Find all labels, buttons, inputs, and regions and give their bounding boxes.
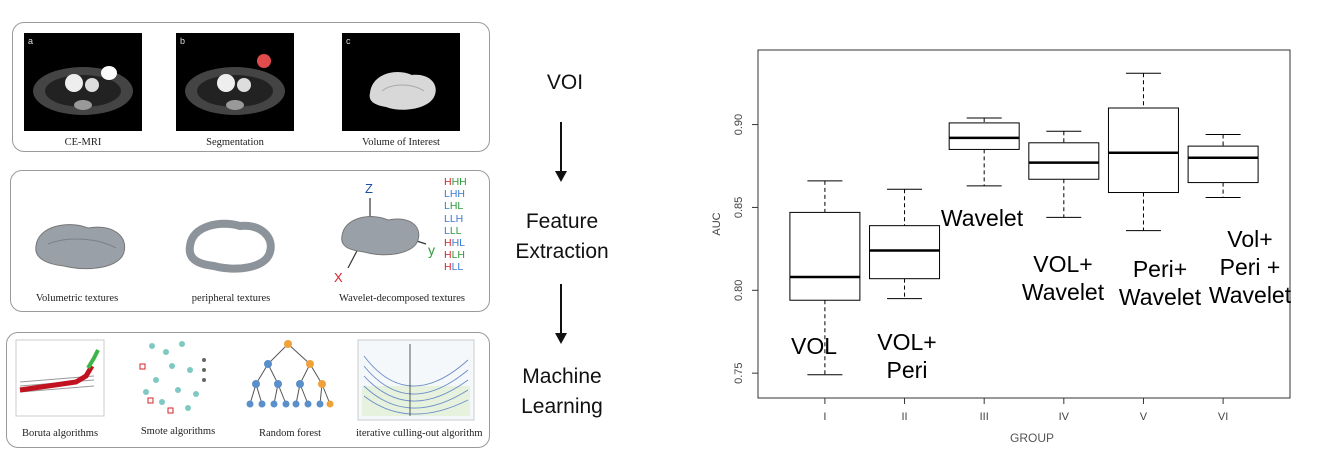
caption-random-forest: Random forest (240, 428, 340, 439)
y-tick-label: 0.90 (733, 114, 745, 135)
x-tick-label: II (901, 411, 907, 423)
box-iqr (949, 123, 1019, 150)
random-forest-thumb (244, 336, 334, 420)
group-annotation-line: Vol+ (1227, 226, 1272, 252)
group-annotation-line: Peri + (1220, 254, 1281, 280)
panel-letter-a: a (28, 36, 33, 46)
stage-voi-text: VOI (547, 71, 583, 94)
group-annotation: Vol+ Peri + Wavelet (1209, 226, 1292, 308)
culling-plot-thumb (356, 336, 476, 422)
caption-volumetric-textures: Volumetric textures (22, 293, 132, 304)
group-annotation: VOL+ Peri (877, 329, 936, 383)
caption-boruta: Boruta algorithms (6, 428, 114, 439)
wavelet-band-lhh: LHH (444, 188, 467, 200)
wavelet-band-hhl: HHL (444, 237, 467, 249)
axis-label-x: X (334, 270, 343, 285)
y-axis-label: AUC (711, 212, 723, 235)
caption-voi: Volume of Interest (342, 137, 460, 148)
texture-peripheral-shape (180, 210, 280, 276)
stage-label-voi: VOI (520, 68, 610, 98)
group-annotation-line: VOL (791, 333, 837, 359)
box-iqr (790, 212, 860, 300)
group-annotation: VOL+ Wavelet (1022, 251, 1105, 305)
box-iqr (1108, 108, 1178, 193)
y-tick-label: 0.75 (733, 362, 745, 383)
group-annotation-line: Peri+ (1133, 256, 1187, 282)
x-tick-label: VI (1218, 411, 1228, 423)
group-annotation-line: Wavelet (1119, 284, 1202, 310)
group-annotation-line: VOL+ (1033, 251, 1092, 277)
voi-drawing (342, 33, 460, 131)
wavelet-band-list: HHH LHH LHL LLH LLL HHL HLH HLL (444, 176, 467, 274)
caption-peripheral-textures: peripheral textures (176, 293, 286, 304)
stage-feature-line1: Feature (500, 207, 624, 237)
axis-label-y: y (428, 242, 435, 258)
group-annotation: Peri+ Wavelet (1119, 256, 1202, 310)
wavelet-band-hlh: HLH (444, 249, 467, 261)
arrow-feature-to-ml (560, 284, 562, 342)
wavelet-band-hll: HLL (444, 261, 467, 273)
stage-ml-line2: Learning (500, 392, 624, 422)
x-tick-label: V (1140, 411, 1148, 423)
mri-image-ce (24, 33, 142, 131)
box-iqr (870, 226, 940, 279)
axis-label-z: Z (365, 181, 373, 196)
texture-wavelet-shape (330, 180, 450, 284)
stage-feature-line2: Extraction (500, 237, 624, 267)
group-annotation: Wavelet (941, 205, 1024, 231)
mri-image-voi (342, 33, 460, 131)
mri-ce-drawing (24, 33, 142, 131)
panel-letter-b: b (180, 36, 185, 46)
stage-label-feature-extraction: Feature Extraction (500, 207, 624, 267)
mri-seg-drawing (176, 33, 294, 131)
group-annotation-line: Peri (887, 357, 928, 383)
mri-image-segmentation (176, 33, 294, 131)
panel-letter-c: c (346, 36, 351, 46)
x-axis-label: GROUP (1010, 431, 1054, 445)
box-iqr (1029, 143, 1099, 179)
arrow-voi-to-feature (560, 122, 562, 180)
y-tick-label: 0.80 (733, 280, 745, 301)
caption-segmentation: Segmentation (176, 137, 294, 148)
caption-ce-mri: CE-MRI (24, 137, 142, 148)
boruta-plot-thumb (14, 336, 106, 420)
group-annotation-line: VOL+ (877, 329, 936, 355)
group-annotation-line: Wavelet (941, 205, 1024, 231)
caption-smote: Smote algorithms (126, 426, 230, 437)
wavelet-band-lhl: LHL (444, 200, 467, 212)
wavelet-band-hhh: HHH (444, 176, 467, 188)
stage-label-machine-learning: Machine Learning (500, 362, 624, 422)
group-annotation: VOL (791, 333, 837, 359)
y-tick-label: 0.85 (733, 197, 745, 218)
texture-volumetric-shape (28, 206, 138, 276)
caption-wavelet-textures: Wavelet-decomposed textures (322, 293, 482, 304)
box-iqr (1188, 146, 1258, 182)
smote-plot-thumb (132, 336, 224, 420)
x-tick-label: III (980, 411, 989, 423)
wavelet-band-llh: LLH (444, 213, 467, 225)
x-tick-label: I (823, 411, 826, 423)
stage-ml-line1: Machine (500, 362, 624, 392)
caption-culling: iterative culling-out algorithm (356, 428, 482, 439)
x-tick-label: IV (1059, 411, 1070, 423)
wavelet-band-lll: LLL (444, 225, 467, 237)
group-annotation-line: Wavelet (1022, 279, 1105, 305)
group-annotation-line: Wavelet (1209, 282, 1292, 308)
